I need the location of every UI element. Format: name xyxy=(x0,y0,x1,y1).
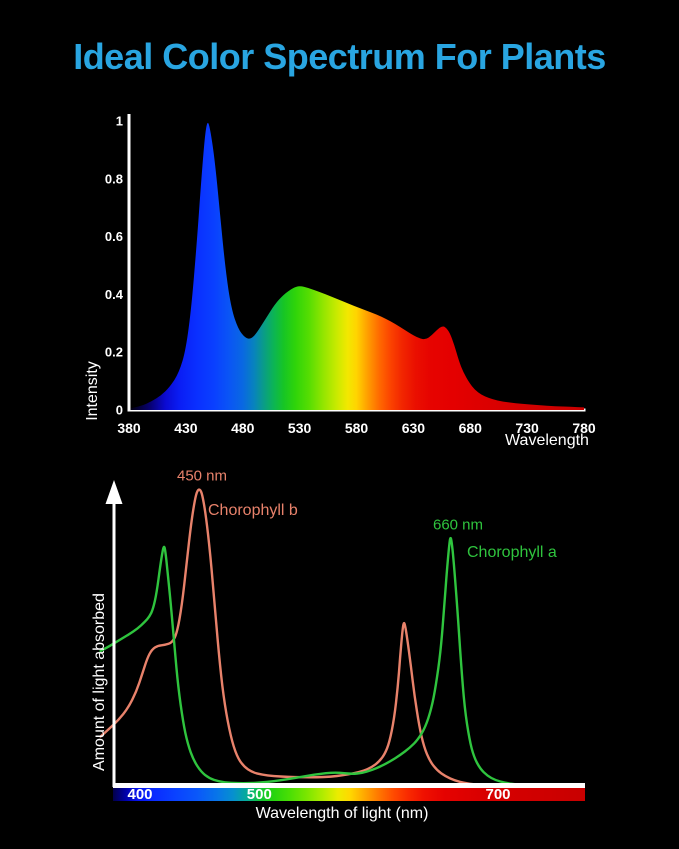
top-chart-y-tick-label: 0.2 xyxy=(105,345,123,360)
bottom-chart-x-tick-label: 700 xyxy=(485,786,510,803)
top-chart-y-tick-label: 0.4 xyxy=(105,287,124,302)
top-chart-x-tick-label: 580 xyxy=(345,420,369,436)
chorophyll-a-curve xyxy=(99,536,516,786)
top-chart-y-axis-title: Intensity xyxy=(84,361,101,421)
top-chart-y-tick-label: 1 xyxy=(116,114,123,129)
chlorophyll-a-peak-annotation: 660 nm xyxy=(432,516,484,534)
bottom-chart-x-axis-title: Wavelength of light (nm) xyxy=(255,805,429,822)
chlorophyll-a-series-label: Chorophyll a xyxy=(467,544,557,561)
bottom-chart-x-axis-line xyxy=(113,783,585,788)
chorophyll-b-curve xyxy=(99,488,488,787)
top-chart-x-tick-label: 530 xyxy=(288,420,312,436)
top-chart-x-tick-label: 380 xyxy=(117,420,141,436)
top-chart-y-tick-label: 0 xyxy=(116,403,123,418)
top-chart-x-tick-label: 730 xyxy=(515,420,539,436)
bottom-chart-x-tick-label: 500 xyxy=(247,786,272,803)
top-chart-x-tick-label: 680 xyxy=(459,420,483,436)
bottom-chart-y-axis-line xyxy=(112,500,116,787)
bottom-chart-y-axis-title: Amount of light absorbed xyxy=(91,593,108,771)
top-chart-y-axis-line xyxy=(127,114,131,411)
top-chart-x-axis-title: Wavelength xyxy=(505,432,589,449)
top-chart-x-tick-label: 480 xyxy=(231,420,255,436)
wavelength-color-bar xyxy=(113,788,585,801)
top-chart-x-tick-label: 780 xyxy=(572,420,596,436)
spectrum-area xyxy=(129,122,584,410)
top-chart-y-tick-label: 0.8 xyxy=(105,171,123,186)
top-chart-x-tick-label: 630 xyxy=(402,420,426,436)
chlorophyll-b-series-label: Chorophyll b xyxy=(208,502,298,519)
top-chart-x-tick-label: 430 xyxy=(174,420,198,436)
chlorophyll-b-peak-annotation: 450 nm xyxy=(176,467,228,485)
top-chart-y-tick-label: 0.6 xyxy=(105,229,123,244)
page-title: Ideal Color Spectrum For Plants xyxy=(73,36,606,77)
bottom-chart-x-tick-label: 400 xyxy=(127,786,152,803)
y-axis-arrow-icon xyxy=(105,480,123,504)
